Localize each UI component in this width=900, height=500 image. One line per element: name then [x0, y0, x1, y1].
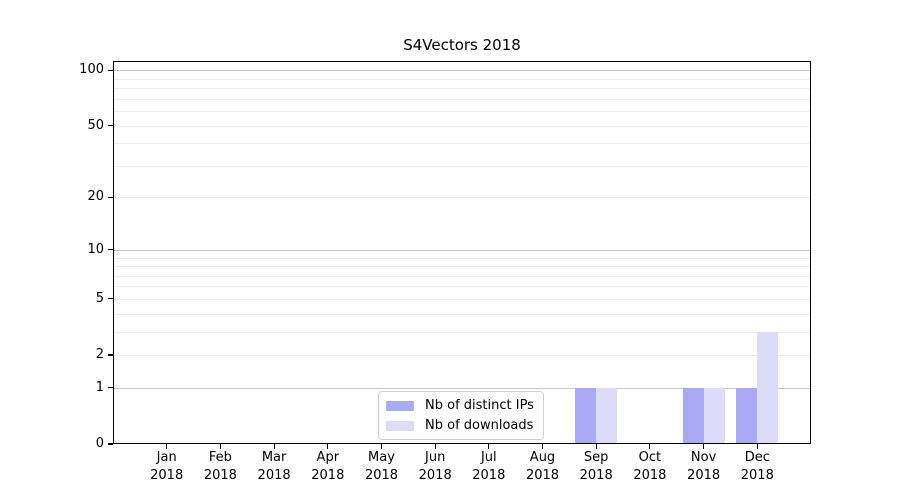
x-tick: [327, 444, 329, 449]
x-tick-label: Aug 2018: [525, 450, 560, 483]
legend-label-downloads: Nb of downloads: [425, 418, 534, 433]
y-gridline-minor: [114, 98, 810, 100]
x-tick: [434, 444, 436, 449]
y-tick-label: 10: [87, 241, 104, 257]
legend-swatch-distinct-ips: [386, 400, 414, 411]
y-tick-label: 2: [95, 347, 104, 362]
x-tick: [595, 444, 597, 449]
y-gridline-minor: [114, 165, 810, 167]
y-tick-label: 1: [95, 379, 104, 395]
y-tick: [108, 354, 113, 356]
y-tick-label: 0: [95, 436, 104, 451]
y-tick: [108, 196, 113, 198]
x-tick-label: Jan 2018: [150, 450, 184, 483]
x-tick: [380, 444, 383, 449]
bar-downloads: [703, 387, 725, 444]
x-tick-label: May 2018: [364, 450, 399, 483]
bar-distinct-ips: [575, 387, 597, 444]
y-tick: [108, 124, 113, 127]
y-tick: [108, 387, 113, 389]
y-gridline-major: [114, 249, 810, 251]
y-tick: [108, 443, 113, 445]
x-tick-label: Oct 2018: [633, 450, 667, 483]
y-gridline-minor: [114, 313, 810, 315]
y-tick: [108, 298, 113, 300]
y-gridline-minor: [114, 286, 810, 288]
bar-distinct-ips: [682, 387, 704, 444]
y-gridline-minor: [114, 88, 810, 89]
plot-frame: [113, 61, 811, 444]
x-tick-label: Apr 2018: [311, 450, 345, 483]
x-tick-label: Jul 2018: [472, 450, 506, 483]
y-gridline-minor: [114, 125, 810, 127]
x-tick-label: Jun 2018: [418, 450, 452, 483]
x-tick: [649, 444, 651, 449]
bar-downloads: [596, 387, 618, 444]
y-gridline-minor: [114, 355, 810, 356]
x-tick: [273, 444, 275, 449]
x-tick-label: Nov 2018: [687, 450, 721, 483]
x-tick: [219, 444, 221, 449]
y-gridline-minor: [114, 143, 810, 145]
y-gridline-minor: [114, 197, 810, 199]
legend: Nb of distinct IPs Nb of downloads: [378, 391, 544, 440]
x-tick: [541, 444, 544, 449]
legend-swatch-downloads: [386, 420, 414, 431]
y-gridline-major: [114, 387, 810, 389]
legend-label-distinct-ips: Nb of distinct IPs: [425, 398, 534, 413]
x-tick: [703, 444, 705, 449]
y-tick-label: 50: [87, 117, 104, 133]
x-tick-label: Dec 2018: [740, 450, 774, 483]
y-gridline-major: [114, 70, 810, 72]
bar-distinct-ips: [736, 387, 758, 444]
y-gridline-minor: [114, 331, 810, 333]
y-gridline-minor: [114, 266, 810, 267]
y-tick: [108, 249, 113, 251]
y-gridline-minor: [114, 275, 810, 277]
y-tick: [108, 69, 113, 71]
y-tick-label: 100: [79, 62, 104, 78]
x-tick-label: Feb 2018: [203, 450, 237, 483]
y-gridline-minor: [114, 298, 810, 300]
legend-row-downloads: Nb of downloads: [386, 418, 534, 433]
y-tick-label: 20: [87, 189, 104, 205]
x-tick: [166, 444, 168, 449]
y-gridline-minor: [114, 257, 810, 259]
x-tick: [488, 444, 490, 449]
x-tick-label: Mar 2018: [257, 450, 291, 483]
bar-downloads: [757, 331, 779, 444]
x-tick: [756, 444, 758, 449]
y-tick-label: 5: [95, 290, 104, 306]
x-tick-label: Sep 2018: [579, 450, 613, 483]
y-gridline-minor: [114, 110, 810, 112]
legend-row-distinct-ips: Nb of distinct IPs: [386, 398, 534, 413]
chart-title: S4Vectors 2018: [403, 36, 521, 54]
y-gridline-minor: [114, 78, 810, 80]
